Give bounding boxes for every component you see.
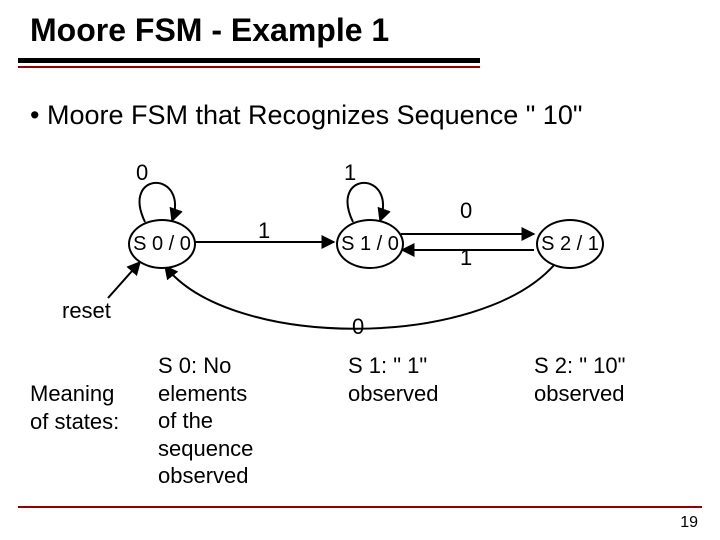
state-s2-label: S 2 / 1 [541,233,599,256]
reset-label: reset [62,298,111,324]
meaning-s0: S 0: No elements of the sequence observe… [158,352,253,490]
page-number: 19 [680,514,698,532]
fsm-svg [0,0,720,540]
state-s2: S 2 / 1 [536,219,604,269]
edge-label-s1-s2: 0 [460,198,472,224]
edge-label-s2-s1: 1 [460,245,472,271]
edge-label-s0-loop: 0 [136,160,148,186]
state-s1: S 1 / 0 [336,219,404,269]
meaning-header: Meaning of states: [30,380,119,435]
state-s0-label: S 0 / 0 [133,233,191,256]
edge-s1-s1 [348,183,383,222]
footer-rule [18,506,702,508]
edge-label-s1-loop: 1 [344,160,356,186]
reset-arrow [108,262,140,298]
edge-s0-s0 [140,183,175,222]
meaning-s2: S 2: " 10" observed [534,352,625,407]
edge-label-s0-s1: 1 [258,218,270,244]
edge-label-s2-s0: 0 [352,314,364,340]
state-s0: S 0 / 0 [128,219,196,269]
fsm-diagram: S 0 / 0 S 1 / 0 S 2 / 1 0 1 1 0 1 0 rese… [0,0,720,540]
meaning-s1: S 1: " 1" observed [348,352,439,407]
state-s1-label: S 1 / 0 [341,233,399,256]
